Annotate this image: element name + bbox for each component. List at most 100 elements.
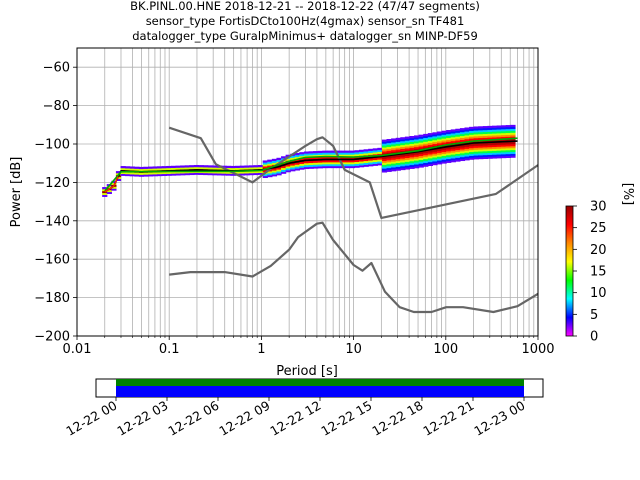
colorbar-label: [%]: [620, 183, 635, 206]
ppsd-cell: [510, 151, 516, 154]
ppsd-cell: [505, 142, 511, 145]
ppsd-cell: [368, 148, 374, 151]
ppsd-cell: [267, 163, 273, 166]
ppsd-cell: [492, 142, 498, 146]
ppsd-cell: [267, 171, 273, 174]
ppsd-cell: [427, 140, 434, 143]
ppsd-cell: [418, 140, 424, 143]
ppsd-cell: [285, 154, 291, 157]
ppsd-cell: [138, 174, 145, 177]
ppsd-cell: [450, 137, 456, 140]
ppsd-cell: [400, 144, 406, 148]
ppsd-cell: [129, 166, 135, 169]
ppsd-cell: [203, 172, 209, 176]
ppsd-cell: [395, 145, 401, 148]
ppsd-cell: [432, 139, 438, 143]
ppsd-cell: [322, 152, 328, 155]
x-tick-label: 100: [433, 342, 458, 357]
ppsd-cell: [459, 151, 466, 154]
ppsd-cell: [409, 155, 415, 158]
ppsd-cell: [363, 151, 369, 154]
ppsd-cell: [391, 155, 397, 158]
ppsd-cell: [322, 150, 328, 153]
ppsd-cell: [395, 151, 401, 154]
ppsd-cell: [478, 132, 484, 135]
ppsd-cell: [436, 139, 443, 142]
ppsd-cell: [106, 189, 112, 193]
title-line-2: sensor_type FortisDCto100Hz(4gmax) senso…: [146, 14, 465, 28]
ppsd-cell: [262, 166, 268, 169]
ppsd-cell: [404, 140, 411, 143]
ppsd-cell: [271, 158, 278, 162]
ppsd-cell: [203, 167, 209, 170]
ppsd-cell: [478, 147, 484, 150]
ppsd-cell: [455, 130, 461, 133]
ppsd-cell: [441, 155, 447, 158]
ppsd-cell: [473, 145, 479, 148]
ppsd-cell: [459, 154, 466, 158]
ppsd-cell: [487, 129, 493, 132]
ppsd-cell: [317, 160, 323, 163]
ppsd-cell: [175, 171, 181, 174]
ppsd-cell: [423, 137, 429, 140]
ppsd-cell: [161, 168, 167, 171]
ppsd-cell: [482, 129, 489, 133]
ppsd-cell: [170, 171, 177, 174]
ppsd-cell: [455, 128, 461, 131]
ppsd-cell: [276, 169, 282, 172]
ppsd-cell: [482, 126, 489, 129]
ppsd-cell: [308, 162, 314, 165]
ppsd-cell: [427, 161, 434, 165]
ppsd-cell: [414, 141, 420, 144]
ppsd-cell: [354, 163, 360, 166]
ppsd-cell: [414, 148, 420, 152]
ppsd-cell: [377, 159, 383, 162]
ppsd-cell: [464, 129, 470, 132]
ppsd-cell: [400, 146, 406, 150]
ppsd-cell: [469, 130, 475, 133]
ppsd-cell: [377, 161, 383, 164]
ppsd-cell: [478, 145, 484, 148]
ppsd-cell: [432, 151, 438, 154]
ppsd-cell: [317, 152, 323, 155]
ppsd-cell: [322, 154, 328, 157]
ppsd-cell: [400, 166, 406, 169]
ppsd-cell: [368, 158, 374, 161]
ppsd-cell: [244, 165, 250, 168]
ppsd-cell: [303, 155, 310, 158]
y-tick-label: −140: [34, 214, 70, 229]
ppsd-cell: [143, 174, 149, 177]
ppsd-cell: [409, 159, 415, 162]
ppsd-cell: [409, 139, 415, 143]
ppsd-cell: [148, 172, 154, 175]
y-tick-label: −80: [43, 99, 70, 114]
ppsd-cell: [354, 152, 360, 155]
ppsd-cell: [441, 142, 447, 145]
ppsd-cell: [322, 165, 328, 169]
ppsd-cell: [469, 134, 475, 137]
ppsd-cell: [418, 134, 424, 137]
ppsd-cell: [317, 150, 323, 154]
ppsd-cell: [244, 173, 250, 176]
ppsd-cell: [464, 127, 470, 130]
colorbar-tick-label: 10: [590, 286, 607, 301]
ppsd-cell: [381, 139, 388, 142]
ppsd-cell: [478, 135, 484, 139]
ppsd-cell: [345, 154, 351, 157]
ppsd-cell: [418, 136, 424, 139]
ppsd-cell: [436, 143, 443, 146]
ppsd-cell: [473, 143, 479, 146]
ppsd-cell: [446, 151, 452, 154]
ppsd-cell: [313, 151, 319, 154]
ppsd-cell: [400, 156, 406, 159]
chart-title: BK.PINL.00.HNE 2018-12-21 -- 2018-12-22 …: [130, 0, 480, 43]
ppsd-cell: [496, 129, 502, 132]
ppsd-cell: [414, 166, 420, 169]
ppsd-cell: [336, 150, 342, 153]
ppsd-cell: [482, 127, 489, 131]
noise-model-line: [169, 221, 538, 314]
ppsd-cell: [492, 137, 498, 140]
ppsd-cell: [235, 165, 241, 168]
ppsd-cell: [501, 150, 507, 153]
ppsd-cell: [377, 153, 383, 156]
